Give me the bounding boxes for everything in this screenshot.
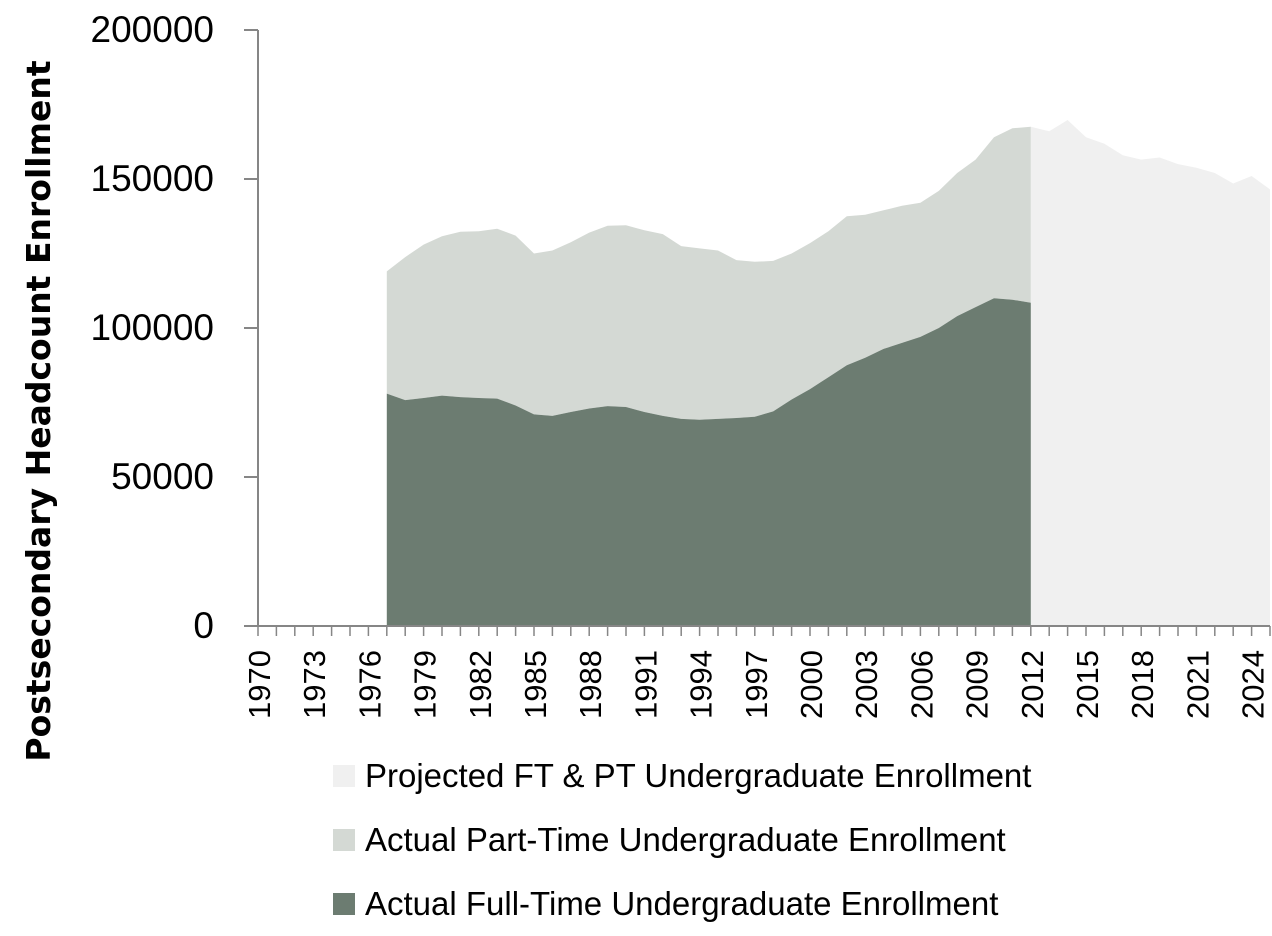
legend-item-full-time: Actual Full-Time Undergraduate Enrollmen… <box>333 872 1263 936</box>
x-tick-label: 1970 <box>242 650 277 719</box>
y-tick-label: 50000 <box>111 456 214 497</box>
x-tick-label: 1979 <box>408 650 443 719</box>
x-tick-label: 2018 <box>1125 650 1160 719</box>
x-tick-label: 2024 <box>1236 650 1271 719</box>
x-tick-label: 1976 <box>352 650 387 719</box>
legend-swatch-part-time <box>333 829 355 851</box>
x-tick-label: 1985 <box>518 650 553 719</box>
y-tick-label: 200000 <box>91 9 214 50</box>
x-tick-label: 1982 <box>463 650 498 719</box>
legend-label-part-time: Actual Part-Time Undergraduate Enrollmen… <box>365 821 1006 858</box>
legend: Projected FT & PT Undergraduate Enrollme… <box>333 744 1263 936</box>
y-tick-label: 100000 <box>91 307 214 348</box>
area-layer <box>386 120 1270 626</box>
legend-swatch-full-time <box>333 893 355 915</box>
x-tick-label: 2006 <box>904 650 939 719</box>
area-part-time <box>386 126 1031 420</box>
y-tick-label: 0 <box>193 605 214 646</box>
x-tick-label: 2012 <box>1015 650 1050 719</box>
axes-layer: 0 50000 100000 150000 200000 1970 1973 1976 1979… <box>91 9 1271 719</box>
legend-item-projected: Projected FT & PT Undergraduate Enrollme… <box>333 744 1263 808</box>
legend-label-projected: Projected FT & PT Undergraduate Enrollme… <box>365 757 1032 794</box>
legend-item-part-time: Actual Part-Time Undergraduate Enrollmen… <box>333 808 1263 872</box>
x-tick-label: 2003 <box>849 650 884 719</box>
area-projected <box>1030 120 1270 626</box>
area-full-time <box>386 298 1031 626</box>
y-axis-label: Postsecondary Headcount Enrollment <box>19 60 58 761</box>
y-tick-label: 150000 <box>91 158 214 199</box>
legend-swatch-projected <box>333 765 355 787</box>
x-tick-label: 2009 <box>960 650 995 719</box>
x-tick-label: 2000 <box>794 650 829 719</box>
x-tick-label: 2015 <box>1070 650 1105 719</box>
x-tick-label: 2021 <box>1180 650 1215 719</box>
x-tick-label: 1988 <box>573 650 608 719</box>
x-tick-label: 1973 <box>297 650 332 719</box>
x-tick-label: 1997 <box>739 650 774 719</box>
enrollment-chart: 0 50000 100000 150000 200000 1970 1973 1976 1979… <box>19 9 1271 922</box>
chart-canvas: 0 50000 100000 150000 200000 1970 1973 1976 1979… <box>19 9 1271 762</box>
x-tick-label: 1991 <box>628 650 663 719</box>
x-tick-label: 1994 <box>684 650 719 719</box>
legend-label-full-time: Actual Full-Time Undergraduate Enrollmen… <box>365 885 999 922</box>
